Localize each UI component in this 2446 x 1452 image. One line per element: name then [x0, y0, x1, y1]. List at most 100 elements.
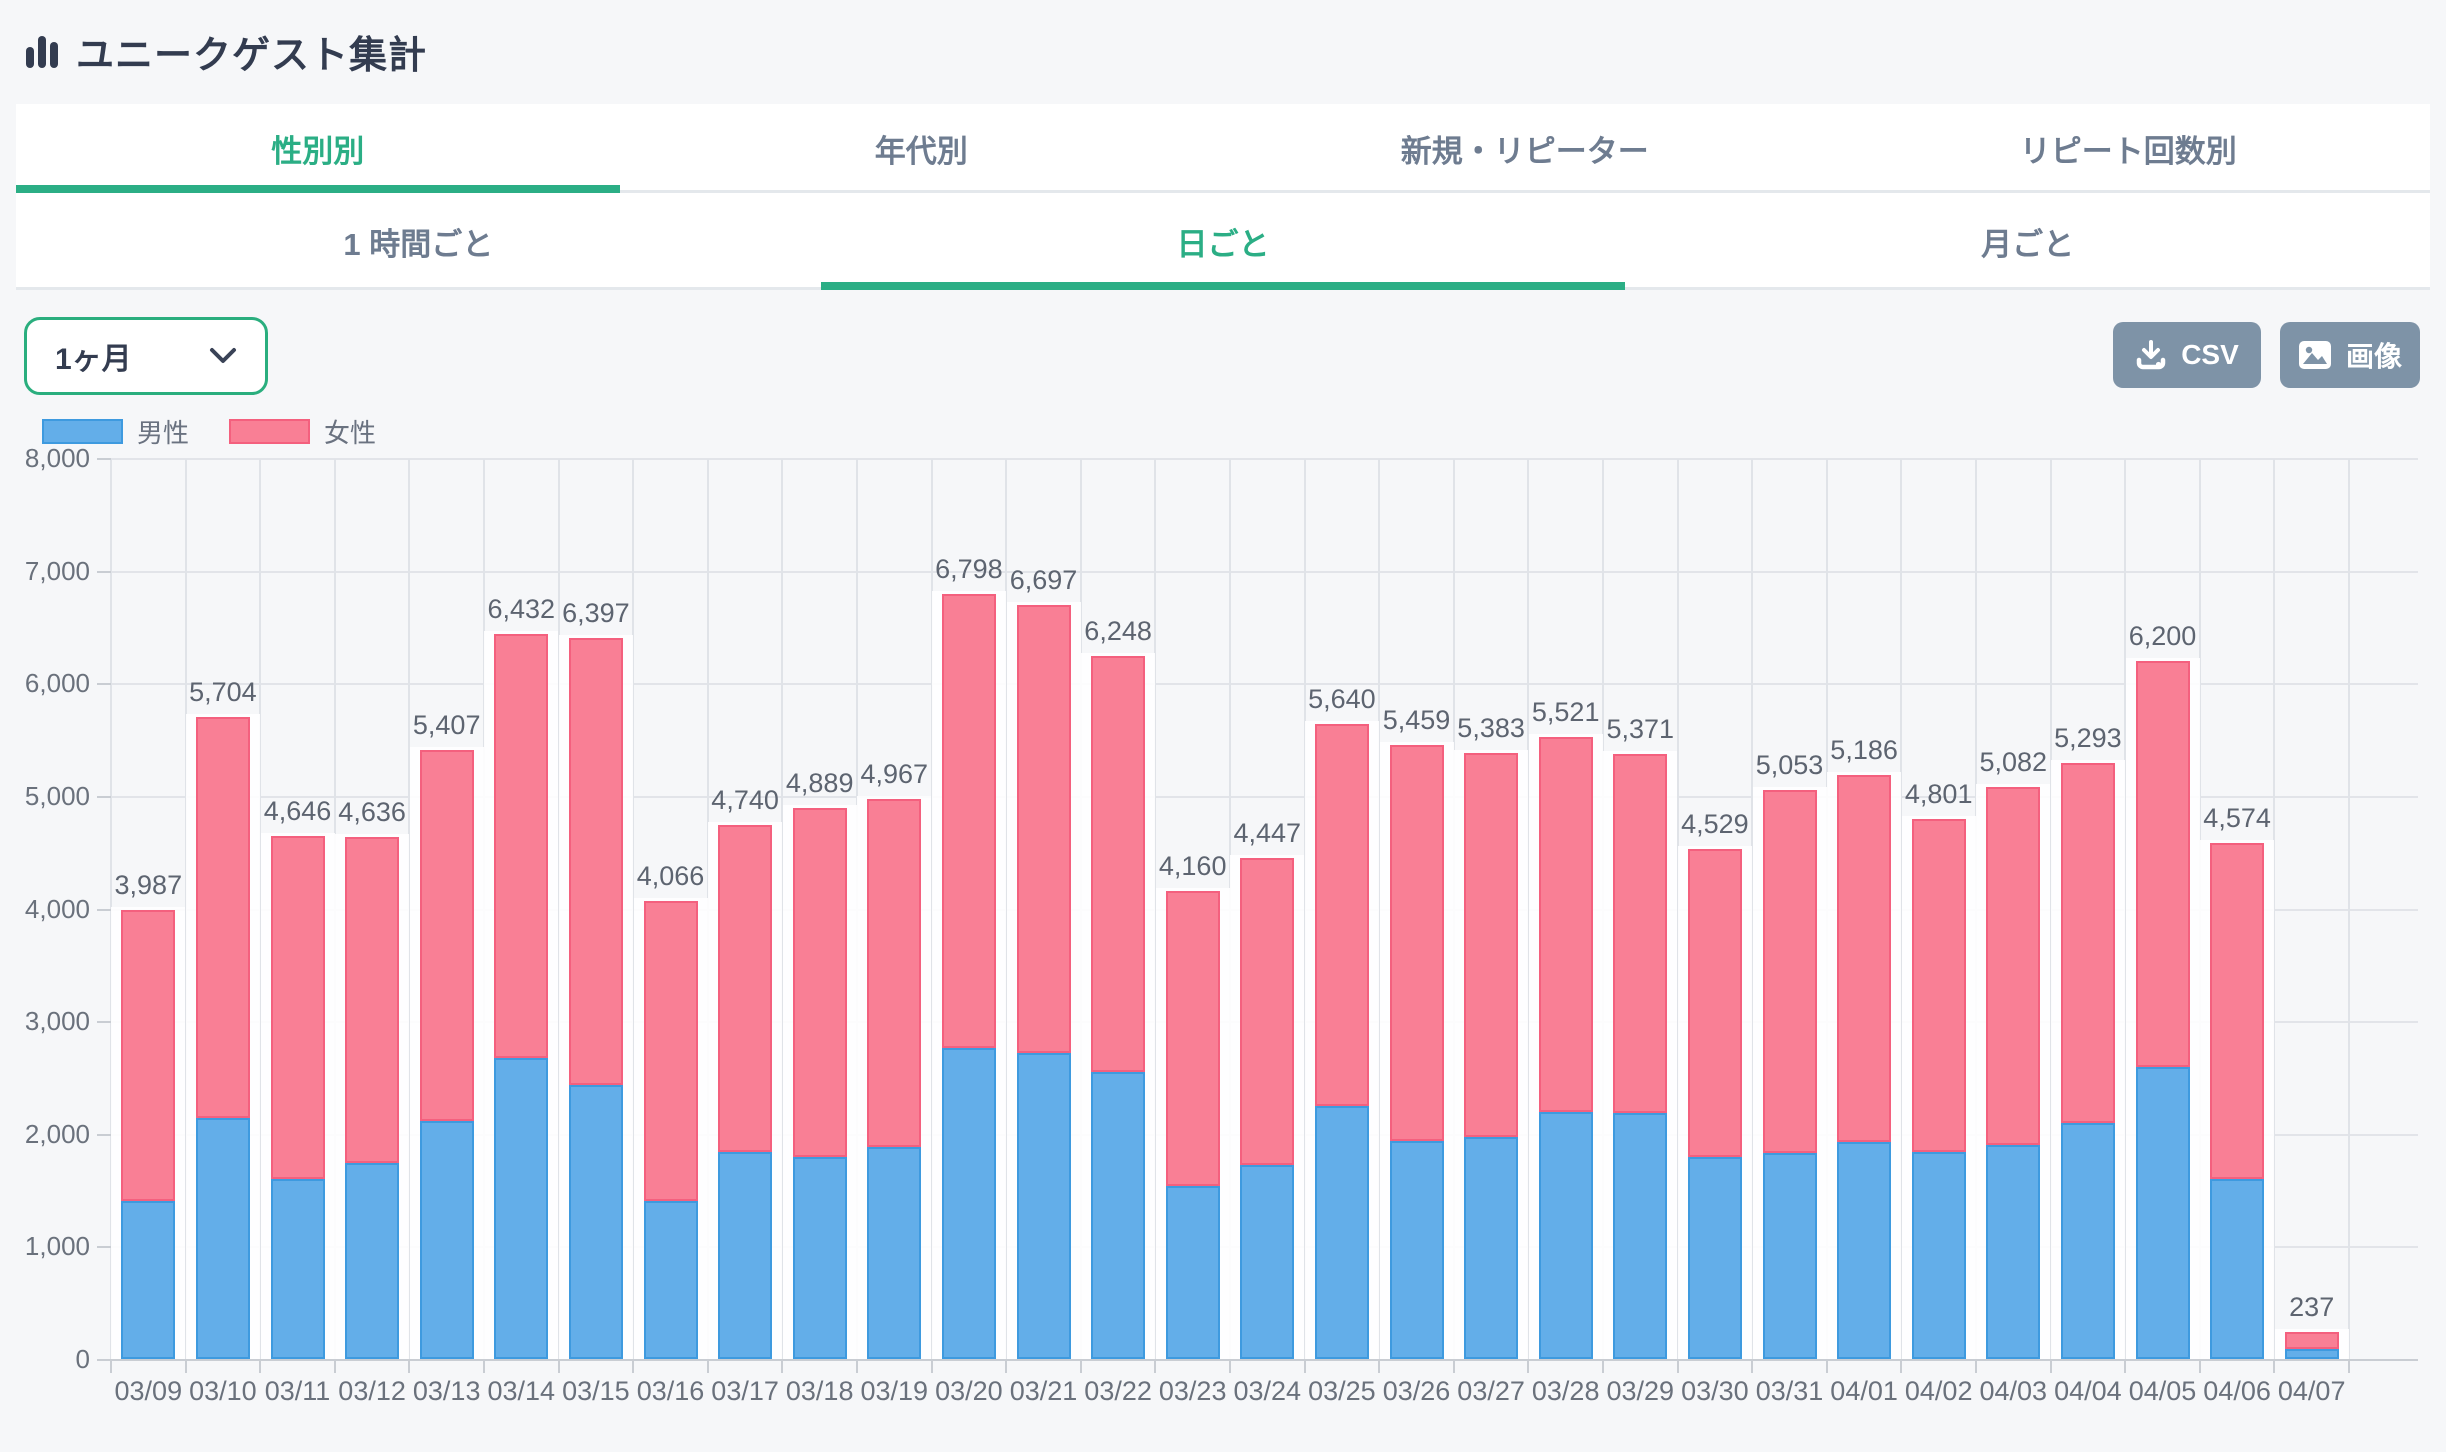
image-button-label: 画像	[2345, 341, 2402, 372]
vertical-gridline	[1975, 459, 1977, 1360]
stacked-bar[interactable]	[568, 638, 623, 1359]
bar-segment-male	[1240, 1165, 1295, 1359]
bar-segment-male	[195, 1118, 250, 1359]
bar-segment-male	[270, 1179, 325, 1359]
x-axis-category-label: 03/31	[1755, 1376, 1824, 1406]
stacked-bar[interactable]	[195, 717, 250, 1359]
stacked-bar[interactable]	[1464, 753, 1519, 1359]
x-axis-category-label: 03/17	[711, 1376, 779, 1406]
subtab-monthly[interactable]: 月ごと	[1625, 193, 2430, 290]
stacked-bar[interactable]	[1762, 790, 1817, 1359]
y-axis-tick	[97, 908, 111, 911]
stacked-bar[interactable]	[1687, 849, 1742, 1359]
bar-segment-male	[1613, 1113, 1668, 1359]
x-axis-tick	[1677, 1360, 1679, 1373]
x-axis-category-label: 04/05	[2128, 1376, 2197, 1406]
stacked-bar[interactable]	[718, 825, 773, 1359]
x-axis-tick	[856, 1360, 858, 1373]
x-axis-tick	[408, 1360, 410, 1373]
vertical-gridline	[558, 459, 560, 1360]
subtab-label: 1 時間ごと	[343, 227, 494, 262]
stacked-bar[interactable]	[643, 901, 698, 1359]
vertical-gridline	[2124, 459, 2126, 1360]
vertical-gridline	[1005, 459, 1007, 1360]
tab-by-age[interactable]: 年代別	[620, 104, 1224, 193]
stacked-bar[interactable]	[419, 750, 474, 1359]
stacked-bar[interactable]	[2284, 1332, 2339, 1359]
x-axis-category-label: 04/01	[1830, 1376, 1898, 1406]
period-select[interactable]: 1ヶ月	[24, 317, 268, 395]
x-axis-category-label: 03/25	[1308, 1376, 1376, 1406]
x-axis-category-label: 03/09	[114, 1376, 183, 1406]
bar-segment-female	[2284, 1332, 2339, 1349]
x-axis-tick	[2348, 1360, 2350, 1373]
bar-total-label: 5,704	[189, 677, 257, 707]
stacked-bar[interactable]	[1314, 724, 1369, 1359]
y-axis-tick-label: 5,000	[24, 780, 90, 811]
stacked-bar[interactable]	[1240, 858, 1295, 1359]
image-download-button[interactable]: 画像	[2280, 322, 2420, 388]
legend-male-swatch[interactable]	[42, 419, 123, 444]
x-axis-tick	[558, 1360, 560, 1373]
subtab-label: 月ごと	[1981, 227, 2075, 262]
vertical-gridline	[1900, 459, 1902, 1360]
bar-segment-male	[1016, 1053, 1071, 1359]
bar-segment-male	[2135, 1067, 2190, 1359]
stacked-bar[interactable]	[1911, 819, 1966, 1359]
stacked-bar[interactable]	[2060, 763, 2115, 1359]
stacked-bar[interactable]	[1165, 891, 1220, 1359]
tab-new-repeater[interactable]: 新規・リピーター	[1223, 104, 1827, 193]
stacked-bar[interactable]	[1986, 787, 2041, 1359]
stacked-bar[interactable]	[867, 799, 922, 1359]
stacked-bar[interactable]	[2135, 661, 2190, 1359]
stacked-bar[interactable]	[1837, 775, 1892, 1359]
x-axis-category-label: 03/15	[562, 1376, 630, 1406]
stacked-bar[interactable]	[494, 634, 549, 1359]
stacked-bar[interactable]	[792, 808, 847, 1359]
vertical-gridline	[2348, 459, 2350, 1360]
vertical-gridline	[1453, 459, 1455, 1360]
bar-segment-female	[2060, 763, 2115, 1123]
bar-segment-male	[1762, 1153, 1817, 1359]
x-axis-category-label: 03/24	[1233, 1376, 1302, 1406]
stacked-bar[interactable]	[270, 836, 325, 1359]
subtab-hourly[interactable]: 1 時間ごと	[16, 193, 821, 290]
vertical-gridline	[856, 459, 858, 1360]
bar-total-label: 4,889	[785, 768, 854, 798]
bar-segment-female	[1314, 724, 1369, 1106]
bar-chart-icon	[24, 34, 60, 70]
vertical-gridline	[781, 459, 783, 1360]
stacked-bar[interactable]	[2210, 843, 2265, 1359]
x-axis-tick	[2199, 1360, 2201, 1373]
legend-female-swatch[interactable]	[229, 419, 311, 444]
x-axis-category-label: 03/10	[189, 1376, 257, 1406]
bar-segment-female	[1687, 849, 1742, 1157]
y-axis-tick	[97, 683, 111, 686]
stacked-bar[interactable]	[1016, 605, 1071, 1359]
y-axis-tick	[97, 458, 111, 460]
stacked-bar[interactable]	[941, 594, 996, 1359]
image-icon	[2298, 340, 2332, 370]
subtab-daily[interactable]: 日ごと	[820, 193, 1626, 290]
vertical-gridline	[1304, 459, 1306, 1360]
stacked-bar[interactable]	[1538, 737, 1593, 1359]
tab-by-repeat-count[interactable]: リピート回数別	[1827, 104, 2431, 193]
y-axis-tick-label: 7,000	[24, 555, 90, 586]
bar-segment-female	[1464, 753, 1519, 1137]
csv-button-label: CSV	[2181, 339, 2239, 370]
x-axis-category-label: 03/11	[264, 1376, 331, 1406]
stacked-bar[interactable]	[1613, 754, 1668, 1359]
x-axis-tick	[1154, 1360, 1156, 1373]
stacked-bar[interactable]	[345, 837, 400, 1359]
bar-total-label: 6,397	[562, 598, 630, 628]
vertical-gridline	[1378, 459, 1380, 1360]
bar-segment-male	[643, 1201, 698, 1359]
bar-segment-male	[1091, 1072, 1146, 1359]
stacked-bar[interactable]	[1091, 656, 1146, 1359]
bar-segment-female	[1240, 858, 1295, 1165]
stacked-bar[interactable]	[121, 910, 176, 1359]
csv-download-button[interactable]: CSV	[2113, 322, 2261, 388]
bar-segment-male	[1165, 1186, 1220, 1359]
stacked-bar[interactable]	[1389, 745, 1444, 1359]
tab-by-gender[interactable]: 性別別	[16, 104, 620, 193]
